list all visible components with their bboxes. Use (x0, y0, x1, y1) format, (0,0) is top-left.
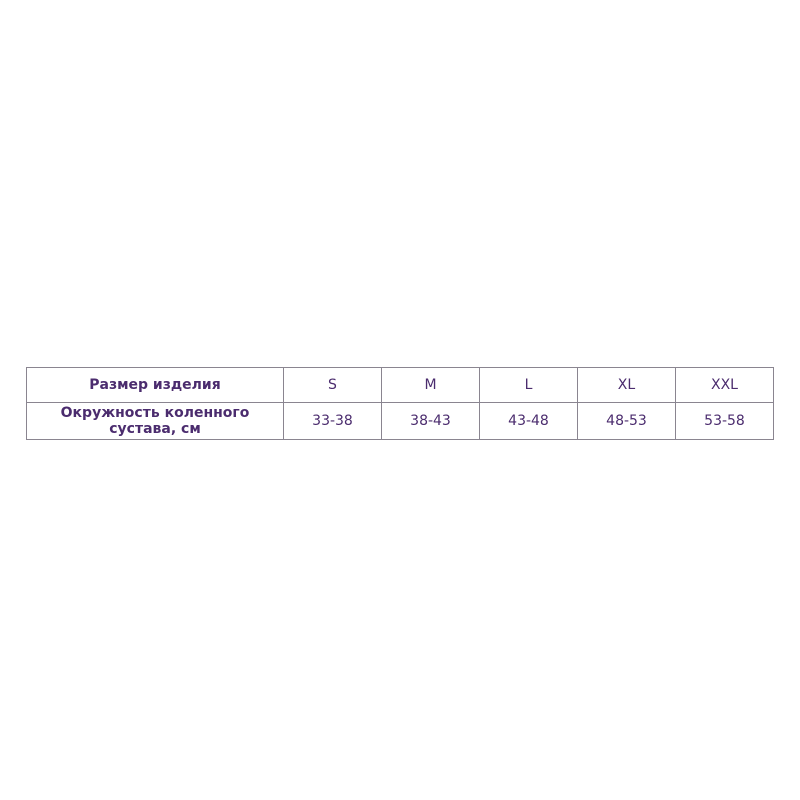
knee-row-header: Окружность коленного сустава, см (26, 402, 284, 440)
size-table: Размер изделия S M L XL XXL Окружность к… (26, 367, 774, 440)
range-cell: 33-38 (283, 402, 382, 440)
size-cell: XL (577, 367, 676, 403)
size-row-header: Размер изделия (26, 367, 284, 403)
range-cell: 48-53 (577, 402, 676, 440)
size-cell: M (381, 367, 480, 403)
range-cell: 43-48 (479, 402, 578, 440)
range-cell: 53-58 (675, 402, 774, 440)
range-cell: 38-43 (381, 402, 480, 440)
size-cell: S (283, 367, 382, 403)
size-row: Размер изделия S M L XL XXL (26, 367, 774, 403)
knee-circumference-row: Окружность коленного сустава, см 33-38 3… (26, 402, 774, 440)
size-cell: L (479, 367, 578, 403)
size-cell: XXL (675, 367, 774, 403)
